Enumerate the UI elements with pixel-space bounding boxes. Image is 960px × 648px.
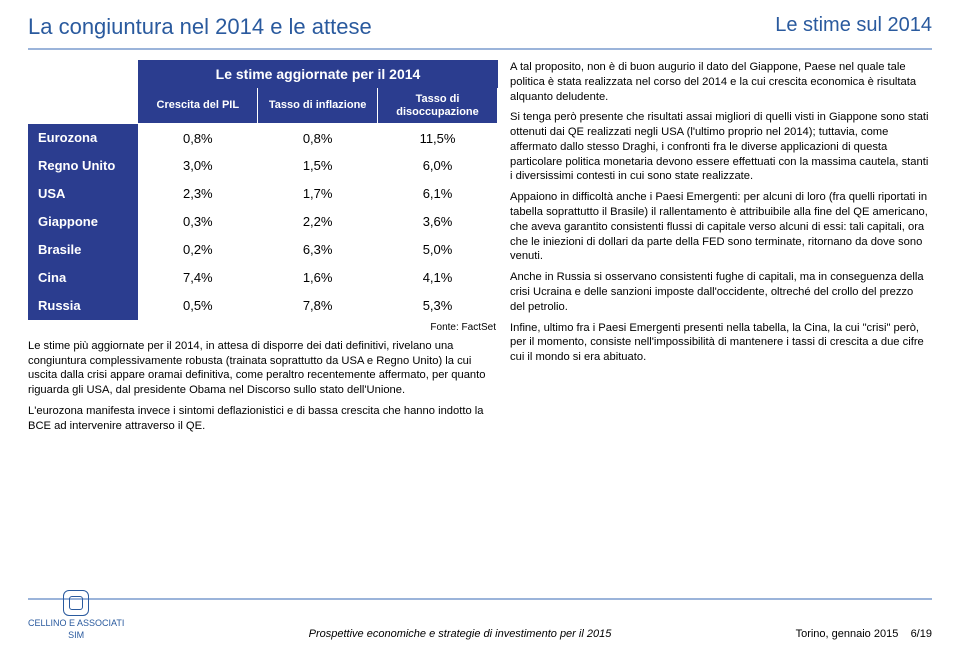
right-column: A tal proposito, non è di buon augurio i… (510, 60, 930, 439)
row-label: Eurozona (28, 124, 138, 152)
row-label: Brasile (28, 236, 138, 264)
table-source: Fonte: FactSet (28, 320, 498, 337)
cell: 1,5% (258, 152, 378, 180)
cell: 0,3% (138, 208, 258, 236)
cell: 5,0% (378, 236, 498, 264)
cell: 0,5% (138, 292, 258, 320)
row-label: Cina (28, 264, 138, 292)
logo-line1: CELLINO E ASSOCIATI (28, 618, 124, 628)
cell: 4,1% (378, 264, 498, 292)
row-label: Giappone (28, 208, 138, 236)
cell: 3,0% (138, 152, 258, 180)
logo-badge-icon (63, 590, 89, 616)
cell: 5,3% (378, 292, 498, 320)
leftnote-p1: Le stime più aggiornate per il 2014, in … (28, 339, 498, 398)
cell: 11,5% (378, 124, 498, 152)
table-row: Regno Unito3,0%1,5%6,0% (28, 152, 498, 180)
right-p1: A tal proposito, non è di buon augurio i… (510, 60, 930, 104)
row-label: Regno Unito (28, 152, 138, 180)
col-header: Tasso di disoccupazione (378, 88, 498, 124)
col-header: Tasso di inflazione (258, 88, 378, 124)
table-row: Cina7,4%1,6%4,1% (28, 264, 498, 292)
left-note: Le stime più aggiornate per il 2014, in … (28, 339, 498, 434)
estimates-table: Crescita del PIL Tasso di inflazione Tas… (28, 88, 498, 320)
cell: 2,3% (138, 180, 258, 208)
slide-header: La congiuntura nel 2014 e le attese Le s… (0, 0, 960, 48)
footer-location-date: Torino, gennaio 2015 (796, 628, 899, 640)
table-row: Giappone0,3%2,2%3,6% (28, 208, 498, 236)
cell: 7,8% (258, 292, 378, 320)
cell: 7,4% (138, 264, 258, 292)
header-right: Le stime sul 2014 (775, 14, 932, 40)
cell: 6,1% (378, 180, 498, 208)
cell: 0,8% (138, 124, 258, 152)
footer-page: 6/19 (911, 628, 932, 640)
footer-title: Prospettive economiche e strategie di in… (309, 628, 612, 640)
right-p2: Si tenga però presente che risultati ass… (510, 110, 930, 184)
cell: 0,2% (138, 236, 258, 264)
table-title: Le stime aggiornate per il 2014 (138, 60, 498, 88)
cell: 6,0% (378, 152, 498, 180)
header-rule (28, 48, 932, 50)
cell: 0,8% (258, 124, 378, 152)
right-p4: Anche in Russia si osservano consistenti… (510, 270, 930, 314)
cell: 2,2% (258, 208, 378, 236)
slide-footer: CELLINO E ASSOCIATI SIM Prospettive econ… (0, 590, 960, 640)
header-left: La congiuntura nel 2014 e le attese (28, 14, 372, 40)
cell: 3,6% (378, 208, 498, 236)
table-corner (28, 88, 138, 124)
table-row: Russia0,5%7,8%5,3% (28, 292, 498, 320)
table-row: Brasile0,2%6,3%5,0% (28, 236, 498, 264)
row-label: USA (28, 180, 138, 208)
table-row: Eurozona0,8%0,8%11,5% (28, 124, 498, 152)
leftnote-p2: L'eurozona manifesta invece i sintomi de… (28, 404, 498, 434)
row-label: Russia (28, 292, 138, 320)
right-p5: Infine, ultimo fra i Paesi Emergenti pre… (510, 321, 930, 365)
right-p3: Appaiono in difficoltà anche i Paesi Eme… (510, 190, 930, 264)
company-logo: CELLINO E ASSOCIATI SIM (28, 590, 124, 640)
cell: 1,7% (258, 180, 378, 208)
col-header: Crescita del PIL (138, 88, 258, 124)
table-row: USA2,3%1,7%6,1% (28, 180, 498, 208)
cell: 1,6% (258, 264, 378, 292)
footer-right-wrap: Torino, gennaio 2015 6/19 (796, 628, 932, 640)
logo-line2: SIM (68, 630, 84, 640)
cell: 6,3% (258, 236, 378, 264)
